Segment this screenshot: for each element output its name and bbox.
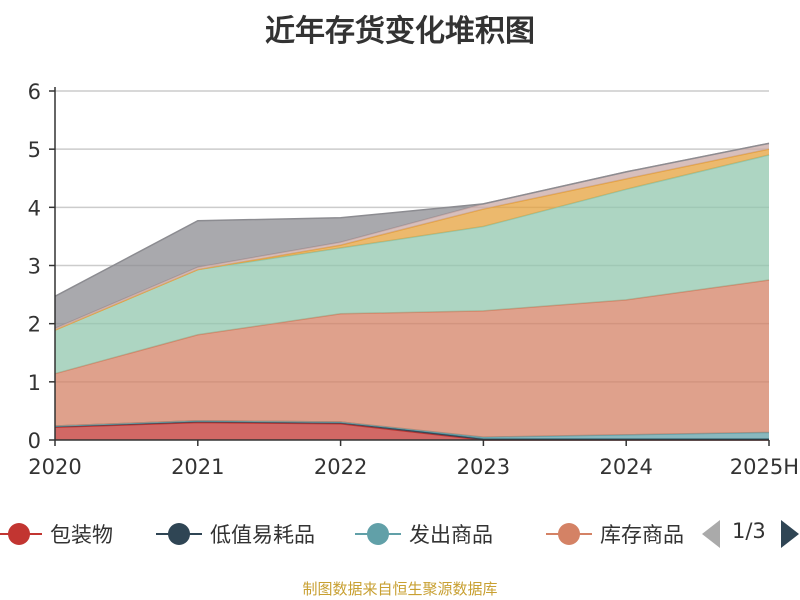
area-series [54, 142, 770, 441]
y-tick-label: 6 [28, 80, 41, 104]
area-series-3 [55, 280, 769, 438]
legend-item[interactable]: 低值易耗品 [156, 516, 315, 552]
area-series-0 [55, 422, 769, 440]
area-series-5 [55, 149, 769, 331]
y-tick-label: 0 [28, 429, 41, 453]
y-tick-label: 2 [28, 313, 41, 337]
legend-item[interactable]: 包装物 [0, 516, 113, 552]
legend: 包装物 低值易耗品 发出商品 库存商品 [0, 516, 800, 552]
legend-page-indicator: 1/3 [732, 519, 766, 543]
x-tick-label: 2022 [314, 455, 367, 479]
area-series-6 [55, 143, 769, 331]
y-tick-label: 5 [28, 138, 41, 162]
data-source-note: 制图数据来自恒生聚源数据库 [302, 580, 498, 598]
x-tick-label: 2024 [599, 455, 652, 479]
legend-item[interactable]: 发出商品 [355, 516, 493, 552]
area-series-edge-7 [54, 142, 770, 297]
legend-prev-arrow-icon[interactable] [702, 520, 720, 548]
y-tick-label: 1 [28, 371, 41, 395]
x-tick-label: 2025H [730, 455, 799, 479]
legend-label: 低值易耗品 [210, 523, 315, 547]
legend-marker-icon [0, 522, 42, 546]
y-tick-label: 3 [28, 255, 41, 279]
legend-item[interactable]: 库存商品 [546, 516, 684, 552]
legend-label: 发出商品 [409, 523, 493, 547]
legend-label: 库存商品 [600, 523, 684, 547]
y-tick-label: 4 [28, 196, 41, 220]
legend-pager: 1/3 [700, 516, 800, 552]
legend-marker-icon [546, 522, 592, 546]
area-series-7 [55, 143, 769, 329]
legend-marker-icon [156, 522, 202, 546]
legend-items: 包装物 低值易耗品 发出商品 库存商品 [0, 516, 690, 552]
legend-next-arrow-icon[interactable] [781, 520, 799, 548]
x-tick-label: 2023 [457, 455, 510, 479]
x-tick-label: 2020 [28, 455, 81, 479]
legend-marker-icon [355, 522, 401, 546]
chart-title: 近年存货变化堆积图 [265, 14, 535, 49]
axes: 0 1 2 3 4 5 6 2020 2021 2022 2023 2024 2025H [28, 80, 799, 479]
area-series-4 [55, 154, 769, 374]
legend-label: 包装物 [50, 523, 113, 547]
x-tick-label: 2021 [171, 455, 224, 479]
